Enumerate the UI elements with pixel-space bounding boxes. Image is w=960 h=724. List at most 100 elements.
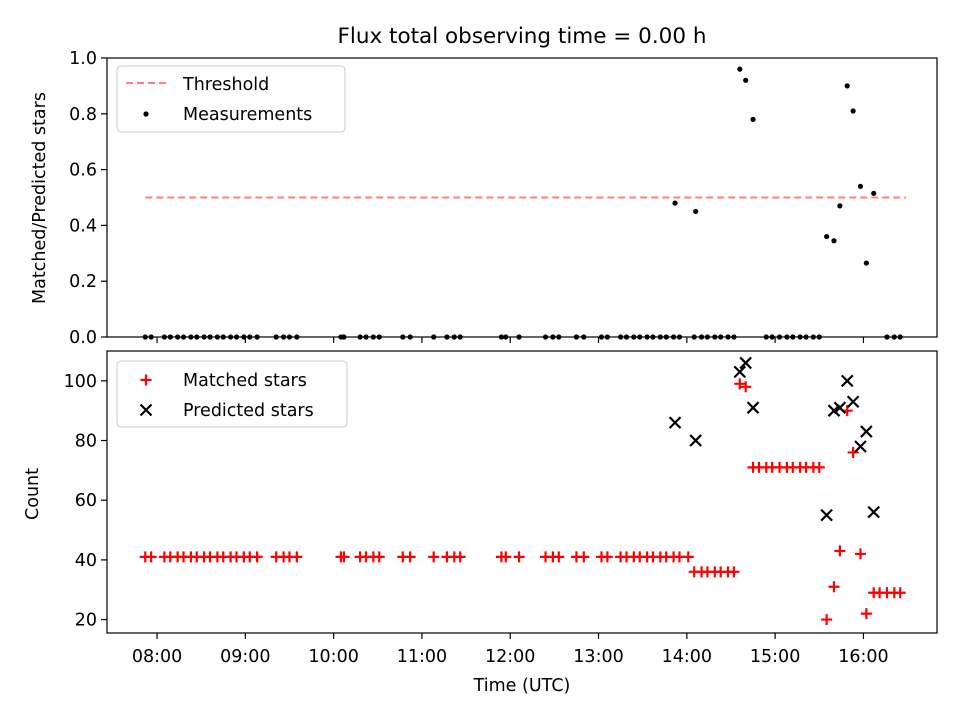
measurement-point — [194, 334, 200, 340]
predicted-star-point — [689, 434, 702, 447]
measurement-point — [294, 334, 300, 340]
bottom-y-axis-label: Count — [23, 468, 43, 520]
legend-measurement-swatch — [143, 111, 149, 117]
measurement-point — [891, 334, 897, 340]
measurement-point — [161, 334, 167, 340]
matched-star-point — [834, 545, 846, 557]
measurement-point — [871, 190, 877, 196]
measurement-point — [273, 334, 279, 340]
measurement-point — [784, 334, 790, 340]
measurement-point — [718, 334, 724, 340]
matched-star-point — [728, 566, 740, 578]
matched-star-point — [578, 551, 590, 563]
matched-star-point — [682, 551, 694, 563]
measurement-point — [743, 77, 749, 83]
measurement-point — [598, 334, 605, 340]
matched-points — [139, 378, 906, 626]
top-y-tick-label: 0.0 — [69, 328, 97, 348]
measurement-point — [370, 334, 376, 340]
measurement-point — [241, 334, 247, 340]
measurement-point — [617, 334, 624, 340]
measurement-point — [676, 334, 683, 340]
bottom-y-ticks: 20 40 60 80 100 — [64, 372, 107, 631]
measurement-point — [376, 334, 382, 340]
matched-star-point — [373, 551, 385, 563]
matched-star-point — [500, 551, 512, 563]
bottom-y-tick-label: 80 — [75, 432, 97, 452]
legend-measurements-label: Measurements — [183, 105, 312, 125]
bottom-x-ticks: 08:00 09:00 10:00 11:00 12:00 13:00 14:00 15:00… — [132, 633, 889, 667]
measurement-point — [228, 334, 234, 340]
matched-star-point — [513, 551, 525, 563]
x-axis-label: Time (UTC) — [473, 676, 571, 696]
matched-star-point — [404, 551, 416, 563]
matched-star-point — [454, 551, 466, 563]
x-tick-label: 16:00 — [838, 647, 888, 667]
legend-matched-label: Matched stars — [183, 371, 307, 391]
measurement-point — [816, 334, 822, 340]
measurement-point — [148, 334, 154, 340]
measurement-point — [556, 334, 562, 340]
measurement-point — [844, 83, 850, 89]
top-legend-box — [116, 65, 346, 133]
matched-star-point — [291, 551, 303, 563]
measurement-point — [444, 334, 450, 340]
matched-star-point — [601, 551, 613, 563]
measurement-point — [810, 334, 816, 340]
predicted-star-point — [867, 505, 880, 519]
matched-star-point — [821, 614, 833, 626]
predicted-star-point — [739, 356, 752, 370]
measurement-point — [142, 334, 148, 340]
x-tick-label: 10:00 — [308, 647, 358, 667]
bottom-y-tick-label: 40 — [75, 551, 97, 571]
measurement-point — [670, 334, 677, 340]
x-tick-label: 11:00 — [397, 647, 447, 667]
measurement-point — [884, 334, 890, 340]
measurement-point — [824, 233, 830, 240]
predicted-star-point — [746, 401, 760, 414]
bottom-y-tick-label: 20 — [75, 611, 97, 631]
measurement-point — [693, 208, 699, 215]
measurement-point — [498, 334, 504, 340]
measurement-point — [357, 334, 363, 340]
measurement-point — [550, 334, 556, 340]
measurement-point — [180, 334, 187, 340]
measurement-point — [769, 334, 775, 340]
measurement-point — [731, 334, 737, 340]
measurement-point — [776, 334, 783, 340]
measurement-point — [623, 334, 630, 340]
measurement-point — [704, 334, 711, 340]
measurement-point — [650, 334, 656, 340]
measurement-point — [797, 334, 803, 340]
measurement-point — [897, 334, 903, 340]
measurement-point — [581, 334, 587, 340]
matched-star-point — [847, 446, 859, 458]
matched-star-point — [553, 551, 565, 563]
legend-predicted-marker — [139, 403, 153, 417]
measurement-point — [451, 334, 457, 340]
matched-star-point — [428, 551, 440, 563]
measurement-point — [672, 200, 678, 206]
matched-star-point — [894, 587, 906, 599]
top-y-axis-label: Matched/Predicted stars — [30, 92, 50, 304]
top-y-ticks: 0.0 0.2 0.4 0.6 0.8 1.0 — [69, 49, 107, 348]
measurement-point — [698, 334, 705, 340]
predicted-star-point — [733, 365, 747, 379]
measurement-point — [431, 334, 437, 340]
matched-star-point — [854, 548, 866, 560]
measurement-point — [207, 334, 213, 340]
legend-predicted-swatch — [139, 403, 153, 417]
predicted-star-point — [846, 395, 860, 409]
measurement-point — [750, 116, 756, 122]
measurement-point — [254, 334, 260, 340]
measurement-point — [763, 334, 769, 340]
measurement-point — [457, 334, 463, 340]
measurement-point — [516, 334, 522, 340]
measurement-point — [542, 334, 549, 340]
top-y-tick-label: 1.0 — [69, 49, 97, 69]
measurement-point — [201, 334, 207, 340]
x-tick-label: 13:00 — [573, 647, 623, 667]
measurement-point — [214, 334, 220, 340]
bottom-y-tick-label: 60 — [75, 491, 97, 511]
